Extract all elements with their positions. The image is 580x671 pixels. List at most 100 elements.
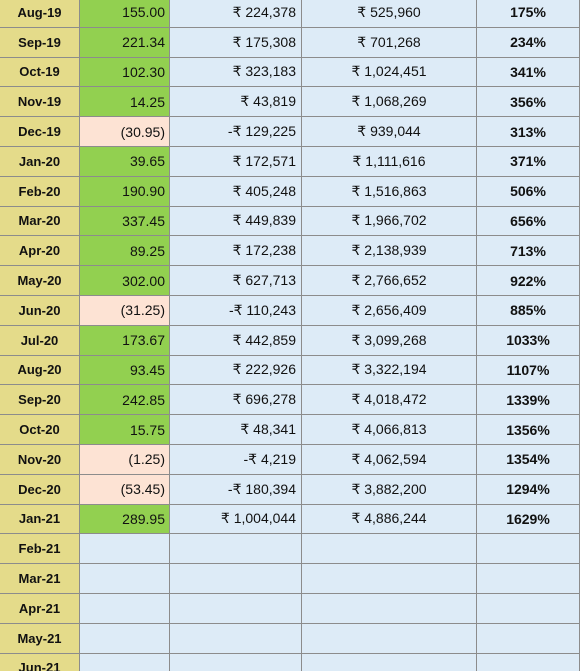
pnl-cell xyxy=(170,653,302,671)
pnl-cell: ₹ 696,278 xyxy=(170,385,302,416)
pnl-cell: -₹ 129,225 xyxy=(170,117,302,147)
pnl-cell: ₹ 442,859 xyxy=(170,325,302,356)
value-cell: 289.95 xyxy=(80,504,170,535)
pnl-cell xyxy=(170,594,302,624)
month-cell: Apr-21 xyxy=(0,594,80,624)
cumulative-cell: ₹ 701,268 xyxy=(302,27,477,58)
pnl-cell: ₹ 172,238 xyxy=(170,236,302,267)
cumulative-cell: ₹ 4,886,244 xyxy=(302,504,477,535)
cumulative-cell: ₹ 2,766,652 xyxy=(302,266,477,296)
cumulative-cell: ₹ 1,111,616 xyxy=(302,147,477,177)
value-cell: 102.30 xyxy=(80,57,170,88)
pnl-cell: ₹ 48,341 xyxy=(170,415,302,445)
pnl-cell: -₹ 110,243 xyxy=(170,296,302,326)
value-cell: 190.90 xyxy=(80,176,170,207)
percent-cell: 506% xyxy=(477,176,580,207)
value-cell: (30.95) xyxy=(80,117,170,147)
cumulative-cell: ₹ 3,882,200 xyxy=(302,474,477,505)
month-cell: Aug-20 xyxy=(0,355,80,386)
month-cell: Feb-21 xyxy=(0,534,80,565)
value-cell xyxy=(80,594,170,624)
percent-cell: 1356% xyxy=(477,415,580,445)
month-cell: Nov-20 xyxy=(0,445,80,475)
percent-cell xyxy=(477,623,580,654)
month-cell: Jan-21 xyxy=(0,504,80,535)
value-cell: 39.65 xyxy=(80,147,170,177)
percent-cell: 371% xyxy=(477,147,580,177)
pnl-cell xyxy=(170,564,302,594)
value-cell xyxy=(80,534,170,565)
percent-cell: 1339% xyxy=(477,385,580,416)
percent-cell: 313% xyxy=(477,117,580,147)
cumulative-cell: ₹ 2,656,409 xyxy=(302,296,477,326)
month-cell: Sep-20 xyxy=(0,385,80,416)
percent-cell: 885% xyxy=(477,296,580,326)
pnl-cell: ₹ 449,839 xyxy=(170,206,302,237)
cumulative-cell: ₹ 2,138,939 xyxy=(302,236,477,267)
cumulative-cell: ₹ 1,068,269 xyxy=(302,87,477,118)
value-cell: 337.45 xyxy=(80,206,170,237)
month-cell: Oct-19 xyxy=(0,57,80,88)
month-cell: Nov-19 xyxy=(0,87,80,118)
pnl-cell xyxy=(170,623,302,654)
month-cell: Jun-20 xyxy=(0,296,80,326)
month-cell: May-20 xyxy=(0,266,80,296)
pnl-cell: ₹ 323,183 xyxy=(170,57,302,88)
cumulative-cell xyxy=(302,534,477,565)
month-cell: Dec-19 xyxy=(0,117,80,147)
month-cell: Mar-20 xyxy=(0,206,80,237)
value-cell: 155.00 xyxy=(80,0,170,28)
percent-cell: 1354% xyxy=(477,445,580,475)
pnl-cell: ₹ 175,308 xyxy=(170,27,302,58)
value-cell: 14.25 xyxy=(80,87,170,118)
month-cell: Jun-21 xyxy=(0,653,80,671)
cumulative-cell: ₹ 4,018,472 xyxy=(302,385,477,416)
percent-cell: 713% xyxy=(477,236,580,267)
percent-cell xyxy=(477,564,580,594)
percent-cell: 1033% xyxy=(477,325,580,356)
value-cell: 173.67 xyxy=(80,325,170,356)
month-cell: Apr-20 xyxy=(0,236,80,267)
month-cell: Dec-20 xyxy=(0,474,80,505)
cumulative-cell xyxy=(302,623,477,654)
cumulative-cell: ₹ 4,062,594 xyxy=(302,445,477,475)
value-cell: 302.00 xyxy=(80,266,170,296)
pnl-cell: ₹ 224,378 xyxy=(170,0,302,28)
cumulative-cell: ₹ 3,099,268 xyxy=(302,325,477,356)
percent-cell xyxy=(477,534,580,565)
percent-cell: 656% xyxy=(477,206,580,237)
value-cell: 242.85 xyxy=(80,385,170,416)
percent-cell: 234% xyxy=(477,27,580,58)
value-cell xyxy=(80,564,170,594)
cumulative-cell: ₹ 3,322,194 xyxy=(302,355,477,386)
value-cell: 221.34 xyxy=(80,27,170,58)
month-cell: Jan-20 xyxy=(0,147,80,177)
pnl-cell xyxy=(170,534,302,565)
percent-cell xyxy=(477,653,580,671)
cumulative-cell: ₹ 1,024,451 xyxy=(302,57,477,88)
percent-cell: 1107% xyxy=(477,355,580,386)
cumulative-cell xyxy=(302,564,477,594)
percent-cell: 341% xyxy=(477,57,580,88)
month-cell: Oct-20 xyxy=(0,415,80,445)
pnl-cell: ₹ 1,004,044 xyxy=(170,504,302,535)
month-cell: Sep-19 xyxy=(0,27,80,58)
percent-cell xyxy=(477,594,580,624)
cumulative-cell xyxy=(302,653,477,671)
pnl-cell: ₹ 222,926 xyxy=(170,355,302,386)
cumulative-cell: ₹ 939,044 xyxy=(302,117,477,147)
value-cell xyxy=(80,623,170,654)
pnl-cell: ₹ 405,248 xyxy=(170,176,302,207)
percent-cell: 356% xyxy=(477,87,580,118)
cumulative-cell: ₹ 1,516,863 xyxy=(302,176,477,207)
cumulative-cell: ₹ 1,966,702 xyxy=(302,206,477,237)
month-cell: Feb-20 xyxy=(0,176,80,207)
value-cell: 15.75 xyxy=(80,415,170,445)
value-cell xyxy=(80,653,170,671)
value-cell: (1.25) xyxy=(80,445,170,475)
pnl-cell: ₹ 627,713 xyxy=(170,266,302,296)
percent-cell: 922% xyxy=(477,266,580,296)
month-cell: May-21 xyxy=(0,623,80,654)
cumulative-cell: ₹ 525,960 xyxy=(302,0,477,28)
month-cell: Mar-21 xyxy=(0,564,80,594)
